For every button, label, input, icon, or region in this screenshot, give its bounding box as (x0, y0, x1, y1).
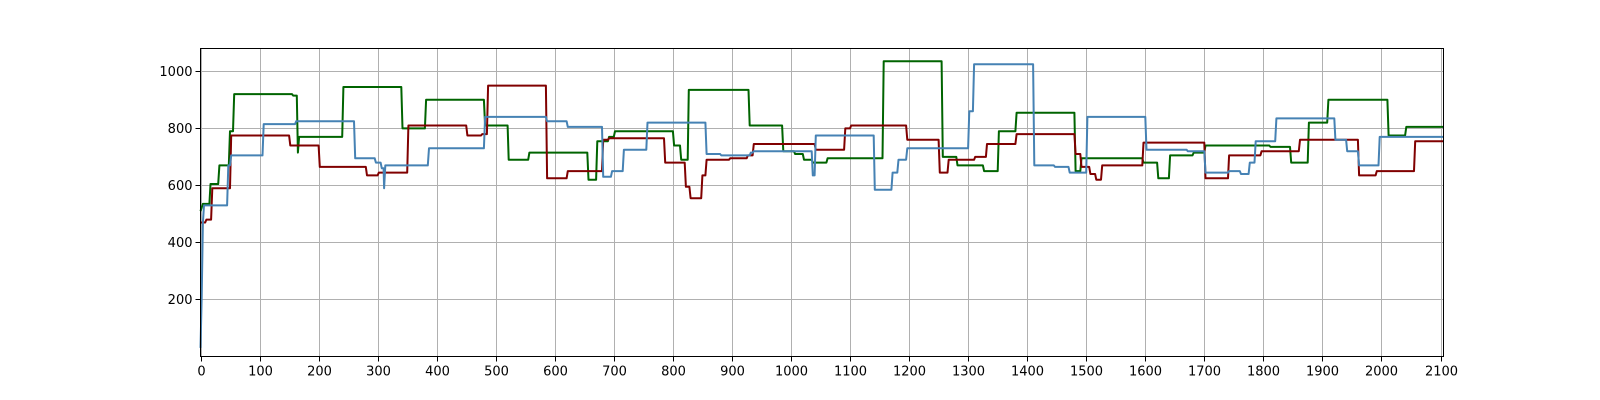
x-tick-label: 1700 (1188, 365, 1221, 380)
series-group (199, 60, 1444, 348)
y-axis-ticks: 200 400 600 800 1000 (159, 65, 201, 308)
x-tick-label: 0 (197, 365, 205, 380)
y-tick-label: 800 (168, 122, 193, 137)
x-tick-label: 100 (248, 365, 273, 380)
series-line-3 (199, 63, 1444, 348)
x-tick-label: 1400 (1011, 365, 1044, 380)
y-tick-label: 400 (168, 236, 193, 251)
series-line-2 (200, 84, 1444, 224)
series-line-1 (199, 60, 1444, 212)
x-tick-label: 1900 (1306, 365, 1339, 380)
plot-area-frame (200, 48, 1444, 357)
x-tick-label: 1800 (1247, 365, 1280, 380)
y-tick-label: 200 (168, 293, 193, 308)
x-tick-label: 2100 (1425, 365, 1458, 380)
x-tick-label: 500 (484, 365, 509, 380)
x-tick-label: 1300 (952, 365, 985, 380)
y-tick-label: 1000 (159, 65, 192, 80)
x-tick-label: 200 (307, 365, 332, 380)
x-tick-label: 400 (425, 365, 450, 380)
x-tick-label: 800 (661, 365, 686, 380)
y-tick-label: 600 (168, 179, 193, 194)
x-tick-label: 1600 (1129, 365, 1162, 380)
x-tick-label: 1000 (775, 365, 808, 380)
x-axis-ticks: 0 100 200 300 400 500 600 700 800 900 1000 1100 1200… (197, 356, 1458, 380)
grid-lines (200, 48, 1444, 357)
x-tick-label: 700 (602, 365, 627, 380)
x-tick-label: 300 (366, 365, 391, 380)
x-tick-label: 1100 (834, 365, 867, 380)
x-tick-label: 600 (543, 365, 568, 380)
x-tick-label: 900 (720, 365, 745, 380)
x-tick-label: 1200 (893, 365, 926, 380)
x-tick-label: 1500 (1070, 365, 1103, 380)
x-tick-label: 2000 (1365, 365, 1398, 380)
